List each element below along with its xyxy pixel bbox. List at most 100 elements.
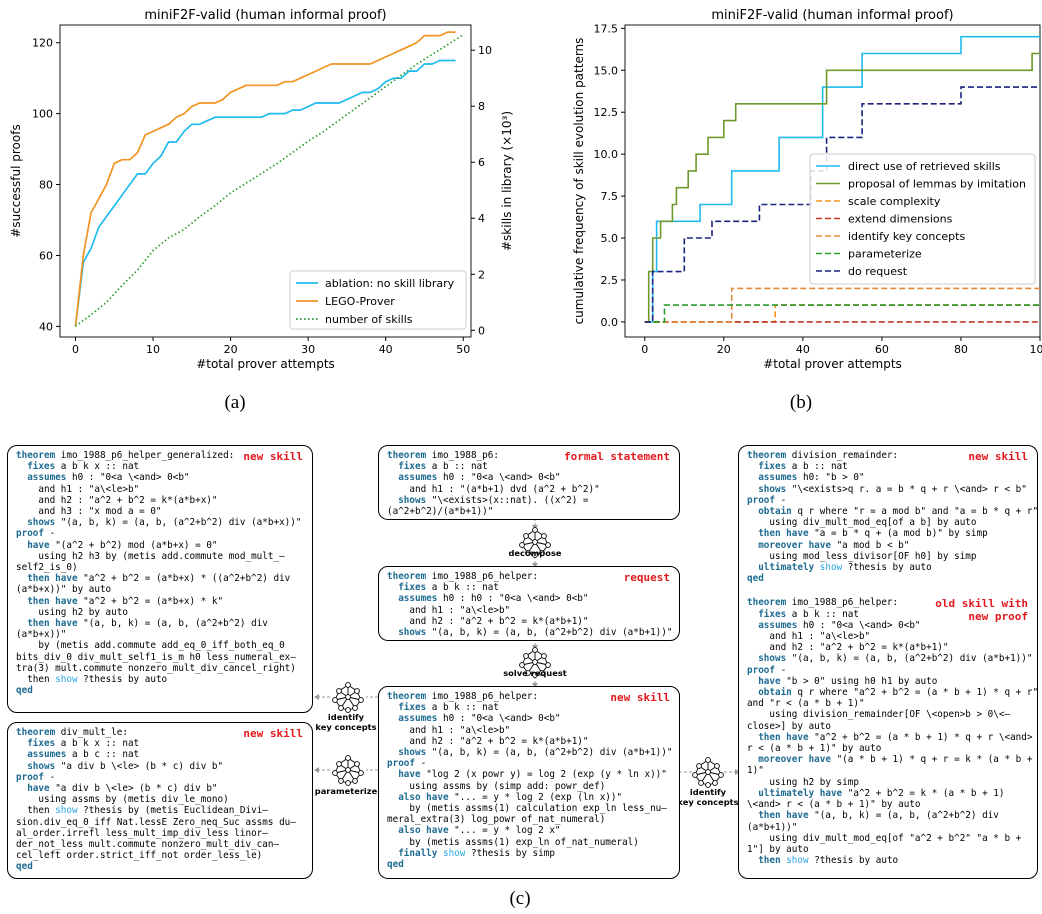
network-node bbox=[345, 682, 351, 688]
series-line bbox=[644, 35, 1040, 323]
y-tick-label: 100 bbox=[32, 108, 53, 121]
network-node bbox=[352, 778, 358, 784]
code-text: "(a, b, k) = (a, b, (a^2+b^2) div (a*b+1… bbox=[426, 747, 673, 759]
network-node bbox=[345, 780, 351, 786]
y-axis-label: #successful proofs bbox=[9, 124, 23, 237]
legend-label: extend dimensions bbox=[848, 213, 953, 226]
network-node bbox=[545, 662, 551, 668]
code-text: using assms by (simp add: powr_def) bbox=[387, 780, 606, 792]
network-node bbox=[718, 772, 724, 778]
code-generalized: theorem imo_1988_p6_helper_generalized: … bbox=[16, 450, 304, 696]
code-text: a b k x :: nat bbox=[55, 738, 140, 750]
legend-label: direct use of retrieved skills bbox=[848, 160, 1001, 173]
network-node bbox=[714, 763, 720, 769]
tag-request: request bbox=[623, 571, 670, 584]
network-node bbox=[345, 707, 351, 713]
code-text: using div_mult_mod_eq[of "a^2 + b^2" "a … bbox=[747, 832, 1022, 844]
network-icon-parameterize bbox=[332, 755, 364, 786]
code-text: and "r < (a * b + 1)" bbox=[747, 698, 865, 710]
network-node bbox=[345, 755, 351, 761]
code-text: h0: "b > 0" bbox=[797, 472, 865, 484]
code-keyword: assumes bbox=[747, 619, 798, 631]
network-node bbox=[705, 757, 711, 763]
code-text: 1)" bbox=[747, 765, 764, 777]
code-text: - bbox=[44, 528, 56, 540]
network-node bbox=[345, 767, 351, 773]
x-axis-label: #total prover attempts bbox=[196, 357, 335, 371]
code-keyword: proof bbox=[747, 664, 775, 676]
caption-c: (c) bbox=[509, 888, 531, 909]
network-node bbox=[519, 662, 525, 668]
network-node bbox=[523, 533, 529, 539]
network-node bbox=[705, 769, 711, 775]
code-keyword: then have bbox=[747, 731, 809, 743]
code-text: bits_div_0 div_mult_self1_is_m h0 less_n… bbox=[16, 651, 296, 663]
code-keyword: fixes bbox=[387, 702, 427, 714]
code-text: and h1 : "a\<le>b" bbox=[747, 631, 871, 643]
arrowhead-solve-2 bbox=[532, 683, 538, 688]
code-text: "(a, b, k) = (a, b, (a^2+b^2) div (a*b+x… bbox=[55, 517, 302, 529]
code-text: and h2 : "a^2 + b^2 = k*(a*b+1)" bbox=[387, 735, 589, 747]
network-node bbox=[354, 761, 360, 767]
code-text: "\<exists>(x::nat). ((x^2) = bbox=[426, 494, 589, 506]
code-text: (a*b+x))" by auto bbox=[16, 584, 112, 596]
network-node bbox=[519, 542, 525, 548]
code-keyword: qed bbox=[16, 861, 33, 873]
code-text: show bbox=[819, 562, 843, 574]
code-text: cel_left order.strict_iff_not order_less… bbox=[16, 850, 263, 862]
code-formal-statement: theorem imo_1988_p6: fixes a b :: nat as… bbox=[387, 450, 671, 517]
code-text: imo_1988_p6_helper_generalized: bbox=[55, 450, 235, 461]
code-text: ?thesis by simp bbox=[465, 847, 555, 859]
code-text: then bbox=[16, 805, 56, 817]
code-text: self2_is_0) bbox=[16, 562, 78, 574]
label-identify-key-concepts-left: identify key concepts bbox=[315, 712, 377, 732]
code-text: a b k :: nat bbox=[426, 582, 499, 594]
code-keyword: then have bbox=[16, 595, 78, 607]
code-keyword: assumes bbox=[387, 593, 438, 605]
code-old-skill: theorem imo_1988_p6_helper: fixes a b k … bbox=[747, 597, 1038, 866]
code-text: a b c :: nat bbox=[66, 749, 140, 761]
request-box: request theorem imo_1988_p6_helper: fixe… bbox=[378, 566, 680, 641]
code-keyword: theorem bbox=[747, 597, 787, 609]
series-line bbox=[644, 304, 1040, 323]
code-text: "(a, b, k) = (a, b, (a^2+b^2) div bbox=[77, 618, 268, 630]
code-keyword: theorem bbox=[387, 571, 427, 582]
code-text: ?thesis by auto bbox=[77, 674, 168, 686]
x-tick-label: 50 bbox=[456, 343, 470, 356]
code-text: division_remainder: bbox=[786, 450, 899, 461]
code-text: "a mod b < b" bbox=[830, 539, 910, 551]
code-text: "log 2 (x powr y) = log 2 (exp (y * ln x… bbox=[420, 769, 667, 781]
code-text: imo_1988_p6_helper: bbox=[786, 597, 899, 609]
network-node bbox=[336, 688, 342, 694]
y2-tick-label: 2 bbox=[478, 268, 485, 281]
tag-old-skill-new-proof: old skill with new proof bbox=[935, 597, 1028, 624]
legend-label: parameterize bbox=[848, 248, 922, 261]
code-keyword: fixes bbox=[387, 461, 427, 473]
code-text: h0 : "0<a \<and> 0<b" bbox=[797, 619, 921, 631]
code-text: - bbox=[415, 758, 427, 770]
code-keyword: assumes bbox=[387, 713, 438, 725]
code-text: "a^2 + b^2 = k * (a * b + 1) bbox=[842, 787, 1005, 799]
code-text: "a^2 + b^2 = (a * b + 1) * q + r \<and> bbox=[808, 731, 1033, 743]
code-text: "... = y * log 2 (exp (ln x))" bbox=[448, 791, 623, 803]
legend-label: do request bbox=[848, 265, 908, 278]
chart-title: miniF2F-valid (human informal proof) bbox=[711, 8, 953, 23]
y-tick-label: 2.5 bbox=[601, 274, 619, 287]
tag-new-skill: new skill bbox=[968, 450, 1028, 463]
code-text: show bbox=[55, 674, 78, 686]
code-keyword: then have bbox=[747, 810, 809, 822]
code-keyword: moreover have bbox=[747, 539, 831, 551]
code-text: by (metis assms(1) exp_ln of_nat_numeral… bbox=[387, 836, 639, 848]
network-node bbox=[525, 550, 531, 556]
caption-b: (b) bbox=[789, 392, 813, 413]
code-div-mult-le: theorem div_mult_le: fixes a b k x :: na… bbox=[16, 727, 304, 873]
code-text: (a^2+b^2)/(a*b+1))" bbox=[387, 506, 494, 518]
code-keyword: obtain bbox=[747, 687, 792, 699]
y2-tick-label: 0 bbox=[478, 324, 485, 337]
x-tick-label: 30 bbox=[301, 343, 315, 356]
arrowhead-decompose-2 bbox=[532, 563, 538, 568]
arrowhead-identify-right bbox=[735, 769, 740, 775]
old-skill-section: old skill with new proof theorem imo_198… bbox=[747, 597, 1038, 866]
network-node bbox=[532, 647, 538, 653]
x-tick-label: 20 bbox=[717, 343, 731, 356]
